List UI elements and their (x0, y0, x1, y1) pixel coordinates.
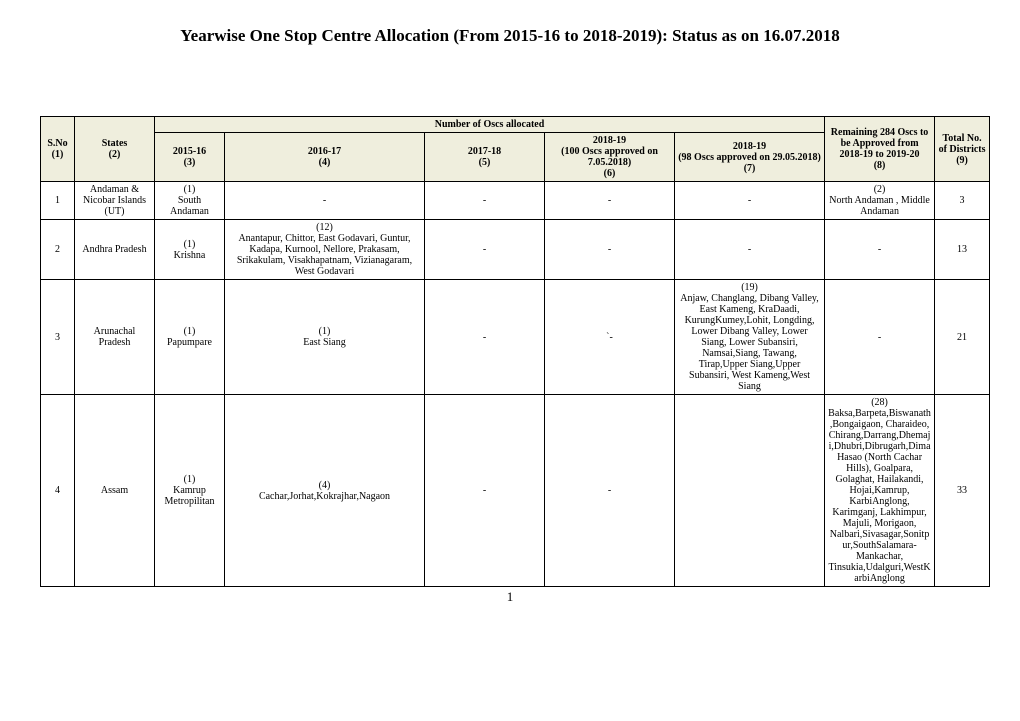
table-row: 1 Andaman & Nicobar Islands (UT) (1)Sout… (41, 182, 990, 220)
cell-2018b: - (675, 220, 825, 280)
cell-sno: 2 (41, 220, 75, 280)
cell-2015: (1)Krishna (155, 220, 225, 280)
col-2017: 2017-18(5) (425, 133, 545, 182)
document-page: Yearwise One Stop Centre Allocation (Fro… (0, 0, 1020, 721)
cell-state: Andhra Pradesh (75, 220, 155, 280)
cell-2018b (675, 395, 825, 587)
col-2016: 2016-17(4) (225, 133, 425, 182)
col-remaining: Remaining 284 Oscs to be Approved from 2… (825, 117, 935, 182)
cell-2015: (1)South Andaman (155, 182, 225, 220)
cell-2016: (4)Cachar,Jorhat,Kokrajhar,Nagaon (225, 395, 425, 587)
col-states: States(2) (75, 117, 155, 182)
cell-sno: 4 (41, 395, 75, 587)
cell-rem: - (825, 280, 935, 395)
cell-tot: 13 (935, 220, 990, 280)
cell-state: Arunachal Pradesh (75, 280, 155, 395)
cell-2018b: (19)Anjaw, Changlang, Dibang Valley, Eas… (675, 280, 825, 395)
cell-2015: (1)Papumpare (155, 280, 225, 395)
cell-2018a: `- (545, 280, 675, 395)
cell-sno: 1 (41, 182, 75, 220)
col-2018a: 2018-19(100 Oscs approved on 7.05.2018)(… (545, 133, 675, 182)
cell-2017: - (425, 182, 545, 220)
col-2015: 2015-16(3) (155, 133, 225, 182)
allocation-table: S.No(1) States(2) Number of Oscs allocat… (40, 116, 990, 587)
table-header-row-1: S.No(1) States(2) Number of Oscs allocat… (41, 117, 990, 133)
cell-2015: (1)Kamrup Metropilitan (155, 395, 225, 587)
cell-2018a: - (545, 220, 675, 280)
table-row: 4 Assam (1)Kamrup Metropilitan (4)Cachar… (41, 395, 990, 587)
cell-2017: - (425, 280, 545, 395)
page-number: 1 (40, 589, 980, 605)
cell-rem: - (825, 220, 935, 280)
cell-2017: - (425, 395, 545, 587)
col-2018b: 2018-19(98 Oscs approved on 29.05.2018)(… (675, 133, 825, 182)
cell-2016: (1)East Siang (225, 280, 425, 395)
cell-sno: 3 (41, 280, 75, 395)
table-row: 3 Arunachal Pradesh (1)Papumpare (1)East… (41, 280, 990, 395)
cell-rem: (28)Baksa,Barpeta,Biswanath,Bongaigaon, … (825, 395, 935, 587)
col-oscs-span: Number of Oscs allocated (155, 117, 825, 133)
cell-2018b: - (675, 182, 825, 220)
cell-tot: 21 (935, 280, 990, 395)
cell-tot: 33 (935, 395, 990, 587)
cell-rem: (2)North Andaman , Middle Andaman (825, 182, 935, 220)
cell-2018a: - (545, 395, 675, 587)
cell-state: Assam (75, 395, 155, 587)
cell-tot: 3 (935, 182, 990, 220)
cell-2018a: - (545, 182, 675, 220)
cell-2016: - (225, 182, 425, 220)
cell-state: Andaman & Nicobar Islands (UT) (75, 182, 155, 220)
table-header: S.No(1) States(2) Number of Oscs allocat… (41, 117, 990, 182)
page-title: Yearwise One Stop Centre Allocation (Fro… (40, 26, 980, 46)
col-total: Total No. of Districts(9) (935, 117, 990, 182)
table-body: 1 Andaman & Nicobar Islands (UT) (1)Sout… (41, 182, 990, 587)
col-sno: S.No(1) (41, 117, 75, 182)
table-row: 2 Andhra Pradesh (1)Krishna (12)Anantapu… (41, 220, 990, 280)
cell-2017: - (425, 220, 545, 280)
cell-2016: (12)Anantapur, Chittor, East Godavari, G… (225, 220, 425, 280)
